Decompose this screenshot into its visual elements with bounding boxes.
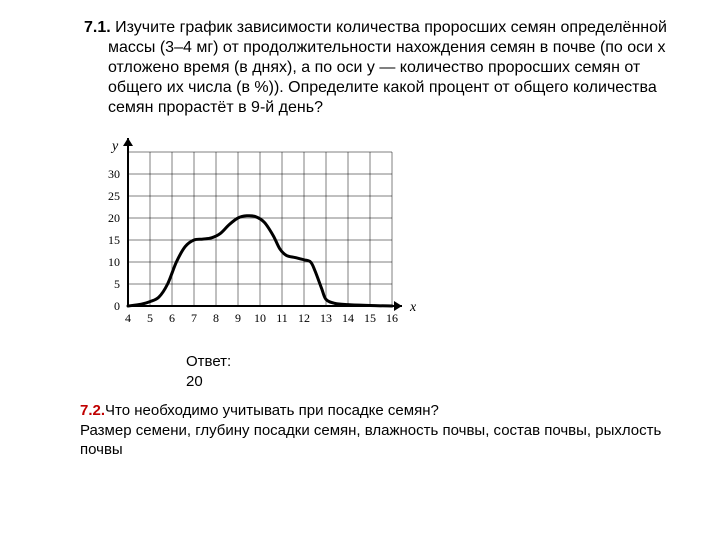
svg-text:10: 10 bbox=[108, 255, 120, 269]
question-2-text: Что необходимо учитывать при посадке сем… bbox=[105, 402, 439, 419]
question-1: 7.1. Изучите график зависимости количест… bbox=[36, 18, 684, 118]
svg-text:25: 25 bbox=[108, 189, 120, 203]
svg-text:15: 15 bbox=[364, 311, 376, 325]
svg-text:11: 11 bbox=[276, 311, 288, 325]
svg-text:x: x bbox=[409, 300, 416, 315]
svg-text:13: 13 bbox=[320, 311, 332, 325]
germination-chart: 4 5 6 7 8 9 10 11 12 13 14 15 16 0 5 10 15 20 25 30 x y bbox=[76, 130, 416, 345]
question-2: 7.2.Что необходимо учитывать при посадке… bbox=[80, 401, 684, 460]
svg-text:5: 5 bbox=[114, 277, 120, 291]
svg-text:20: 20 bbox=[108, 211, 120, 225]
svg-text:6: 6 bbox=[169, 311, 175, 325]
page-container: 7.1. Изучите график зависимости количест… bbox=[0, 0, 720, 470]
svg-text:8: 8 bbox=[213, 311, 219, 325]
answer-block: Ответ: 20 bbox=[186, 352, 684, 391]
svg-text:5: 5 bbox=[147, 311, 153, 325]
svg-text:7: 7 bbox=[191, 311, 197, 325]
question-1-number: 7.1. bbox=[84, 19, 111, 36]
question-1-text: Изучите график зависимости количества пр… bbox=[108, 19, 667, 116]
question-2-number: 7.2. bbox=[80, 402, 105, 419]
svg-text:0: 0 bbox=[114, 299, 120, 313]
svg-text:y: y bbox=[110, 139, 119, 154]
svg-text:14: 14 bbox=[342, 311, 354, 325]
svg-text:16: 16 bbox=[386, 311, 398, 325]
svg-text:15: 15 bbox=[108, 233, 120, 247]
answer-label: Ответ: bbox=[186, 352, 684, 372]
svg-text:10: 10 bbox=[254, 311, 266, 325]
svg-text:12: 12 bbox=[298, 311, 310, 325]
answer-value: 20 bbox=[186, 372, 684, 392]
chart-container: 4 5 6 7 8 9 10 11 12 13 14 15 16 0 5 10 15 20 25 30 x y bbox=[76, 130, 684, 350]
svg-text:9: 9 bbox=[235, 311, 241, 325]
svg-text:4: 4 bbox=[125, 311, 131, 325]
question-2-answer: Размер семени, глубину посадки семян, вл… bbox=[80, 421, 684, 460]
svg-text:30: 30 bbox=[108, 167, 120, 181]
